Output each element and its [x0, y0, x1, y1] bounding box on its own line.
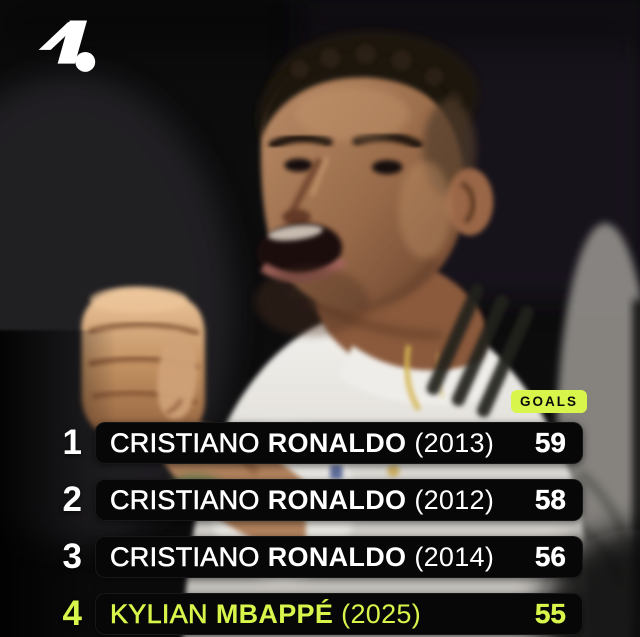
player-first-name: CRISTIANO [110, 541, 260, 572]
player-name: CRISTIANO RONALDO (2014) [110, 541, 535, 572]
season-year: (2013) [414, 427, 495, 458]
ranking-row: 3 CRISTIANO RONALDO (2014) 56 [0, 536, 640, 578]
player-name: KYLIAN MBAPPÉ (2025) [110, 598, 535, 629]
ranking-row: 4 KYLIAN MBAPPÉ (2025) 55 [0, 593, 640, 635]
player-last-name: RONALDO [267, 427, 407, 458]
rank-number: 1 [62, 423, 82, 462]
rank-number: 2 [62, 480, 82, 519]
player-first-name: KYLIAN [110, 598, 208, 629]
player-name: CRISTIANO RONALDO (2013) [110, 427, 535, 458]
player-last-name: RONALDO [267, 541, 407, 572]
season-year: (2014) [414, 541, 495, 572]
goals-badge: GOALS [510, 390, 587, 413]
goals-value: 55 [534, 598, 566, 629]
goals-value: 59 [534, 427, 566, 458]
ranking-row: 1 CRISTIANO RONALDO (2013) 59 [0, 422, 640, 464]
ranking-list: 1 CRISTIANO RONALDO (2013) 59 2 CRISTIANO R… [0, 422, 640, 637]
goals-value: 56 [534, 541, 566, 572]
player-pill: CRISTIANO RONALDO (2014) 56 [95, 536, 583, 578]
goals-value: 58 [534, 484, 566, 515]
ranking-row: 2 CRISTIANO RONALDO (2012) 58 [0, 479, 640, 521]
season-year: (2012) [414, 484, 495, 515]
player-name: CRISTIANO RONALDO (2012) [110, 484, 535, 515]
onefootball-logo-icon [30, 17, 106, 74]
player-first-name: CRISTIANO [110, 484, 260, 515]
player-pill: CRISTIANO RONALDO (2013) 59 [95, 422, 583, 464]
player-last-name: RONALDO [267, 484, 407, 515]
player-pill: CRISTIANO RONALDO (2012) 58 [95, 479, 583, 521]
season-year: (2025) [341, 598, 422, 629]
player-pill: KYLIAN MBAPPÉ (2025) 55 [95, 593, 583, 635]
player-last-name: MBAPPÉ [215, 598, 334, 629]
player-first-name: CRISTIANO [110, 427, 260, 458]
rank-number: 4 [62, 594, 82, 633]
rank-number: 3 [62, 537, 82, 576]
